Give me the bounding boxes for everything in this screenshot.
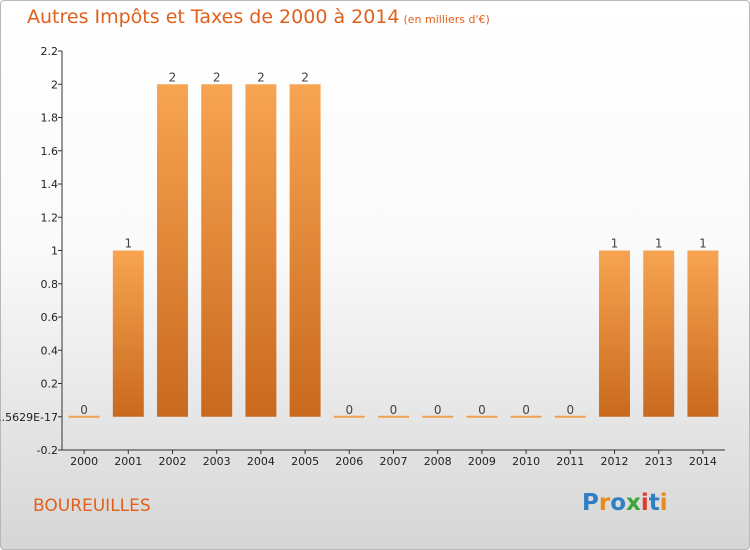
value-label-2003: 2 bbox=[213, 70, 221, 84]
y-tick-label: 0.8 bbox=[41, 278, 59, 291]
bar-2006 bbox=[333, 415, 365, 418]
x-tick-label: 2013 bbox=[645, 455, 673, 468]
x-tick-label: 2008 bbox=[424, 455, 452, 468]
logo-letter: i bbox=[640, 490, 649, 516]
x-tick-label: 2012 bbox=[601, 455, 629, 468]
bar-2008 bbox=[422, 415, 454, 418]
x-tick-label: 2005 bbox=[291, 455, 319, 468]
y-tick-label: 2 bbox=[51, 78, 58, 91]
value-label-2013: 1 bbox=[655, 237, 663, 251]
x-tick-label: 2007 bbox=[380, 455, 408, 468]
x-tick-label: 2002 bbox=[159, 455, 187, 468]
logo-letter: P bbox=[582, 490, 599, 516]
logo-letter: i bbox=[659, 490, 668, 516]
chart-title: Autres Impôts et Taxes de 2000 à 2014 (en… bbox=[27, 6, 490, 28]
chart-value-labels: 0 1 2 2 2 2 0 0 0 0 0 0 1 1 1 bbox=[80, 70, 706, 417]
bar-2007 bbox=[378, 415, 409, 418]
proxiti-logo: Proxiti bbox=[582, 490, 668, 516]
value-label-2007: 0 bbox=[390, 403, 398, 417]
logo-letter: o bbox=[610, 490, 627, 516]
bar-2003 bbox=[201, 84, 233, 417]
bar-2000 bbox=[68, 415, 100, 418]
logo-letter: t bbox=[648, 490, 660, 516]
y-tick-label: 1.5629E-17 bbox=[0, 411, 58, 424]
x-tick-label: 2014 bbox=[689, 455, 717, 468]
logo-letter: r bbox=[598, 490, 611, 516]
chart-bars bbox=[68, 84, 719, 418]
value-label-2005: 2 bbox=[301, 70, 309, 84]
chart-title-unit: (en milliers d'€) bbox=[403, 13, 490, 26]
value-label-2001: 1 bbox=[124, 237, 132, 251]
chart-axes: -0.2 1.5629E-17 0.2 0.4 0.6 0.8 1 1.2 1.4 1.6 1.8 2… bbox=[0, 45, 725, 468]
value-label-2014: 1 bbox=[699, 237, 707, 251]
bar-2002 bbox=[157, 84, 188, 417]
bar-2005 bbox=[289, 84, 321, 417]
value-label-2011: 0 bbox=[566, 403, 574, 417]
y-tick-label: 1.8 bbox=[41, 112, 59, 125]
x-tick-label: 2006 bbox=[335, 455, 363, 468]
y-tick-label: 1 bbox=[51, 245, 58, 258]
y-tick-label: 0.6 bbox=[41, 311, 59, 324]
y-tick-label: 1.4 bbox=[41, 178, 59, 191]
bar-2013 bbox=[643, 250, 675, 417]
value-label-2000: 0 bbox=[80, 403, 88, 417]
bar-2001 bbox=[112, 250, 144, 417]
value-label-2009: 0 bbox=[478, 403, 486, 417]
bar-2014 bbox=[687, 250, 719, 417]
logo-letter: x bbox=[626, 490, 641, 516]
y-tick-label: -0.2 bbox=[37, 444, 58, 457]
value-label-2002: 2 bbox=[169, 70, 177, 84]
bar-2004 bbox=[245, 84, 277, 417]
value-label-2008: 0 bbox=[434, 403, 442, 417]
commune-name: BOUREUILLES bbox=[33, 496, 151, 516]
x-tick-label: 2011 bbox=[556, 455, 584, 468]
bar-2009 bbox=[466, 415, 498, 418]
chart-title-text: Autres Impôts et Taxes de 2000 à 2014 bbox=[27, 6, 400, 28]
y-tick-label: 1.2 bbox=[41, 211, 59, 224]
x-tick-label: 2001 bbox=[114, 455, 142, 468]
x-tick-label: 2010 bbox=[512, 455, 540, 468]
y-tick-label: 1.6 bbox=[41, 145, 59, 158]
x-tick-label: 2009 bbox=[468, 455, 496, 468]
value-label-2010: 0 bbox=[522, 403, 530, 417]
bar-2010 bbox=[510, 415, 542, 418]
bar-2012 bbox=[599, 250, 630, 417]
x-tick-label: 2000 bbox=[70, 455, 98, 468]
y-tick-label: 0.2 bbox=[41, 378, 59, 391]
value-label-2004: 2 bbox=[257, 70, 265, 84]
y-tick-label: 2.2 bbox=[41, 45, 59, 58]
y-tick-label: 0.4 bbox=[41, 344, 59, 357]
value-label-2012: 1 bbox=[611, 237, 619, 251]
x-tick-label: 2004 bbox=[247, 455, 275, 468]
value-label-2006: 0 bbox=[345, 403, 353, 417]
bar-2011 bbox=[554, 415, 586, 418]
x-tick-label: 2003 bbox=[203, 455, 231, 468]
